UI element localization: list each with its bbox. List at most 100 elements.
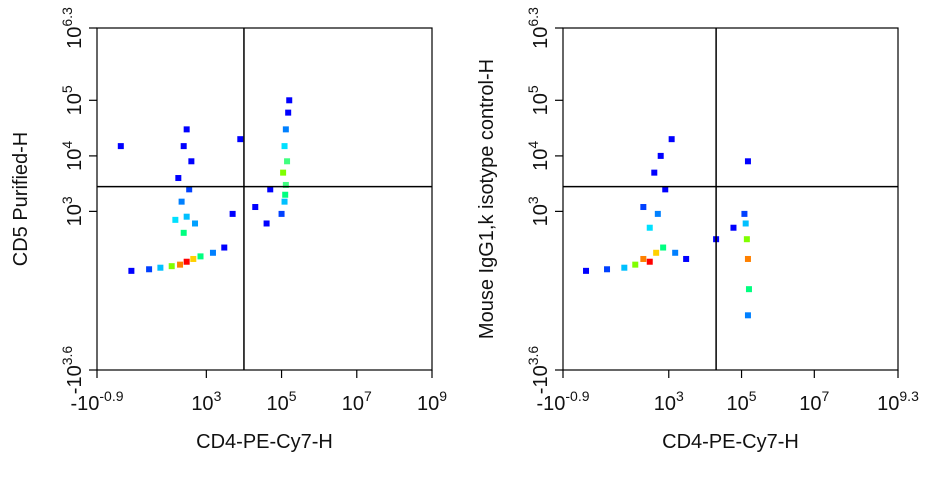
x-tick-label-exp: 9.3 <box>899 388 919 404</box>
x-tick-label-exp: 5 <box>289 388 297 404</box>
event-dot <box>186 186 193 193</box>
event-dot <box>583 267 590 274</box>
event-dot <box>744 158 751 165</box>
event-dot <box>252 204 259 211</box>
y-tick-label-exp: 5 <box>59 85 75 93</box>
event-dot <box>640 255 647 262</box>
x-tick-label-base: 10 <box>727 393 749 415</box>
event-dot <box>284 158 291 165</box>
event-dot <box>263 220 270 227</box>
x-tick-label-base: -10 <box>70 393 99 415</box>
x-tick-label-exp: -0.9 <box>565 388 589 404</box>
event-dot <box>180 143 187 150</box>
x-axis-title: CD4-PE-Cy7-H <box>662 431 799 453</box>
y-tick-label-base: 10 <box>64 27 86 49</box>
event-dot <box>646 258 653 265</box>
event-dot <box>651 169 658 176</box>
event-dot <box>743 236 750 243</box>
event-dot <box>744 255 751 262</box>
event-dot <box>221 244 228 251</box>
event-dot <box>672 249 679 256</box>
y-tick-label: 104 <box>59 141 86 171</box>
event-dot <box>632 261 639 268</box>
y-tick-label: -103.6 <box>59 346 86 395</box>
event-dot <box>604 266 611 273</box>
event-dot <box>157 264 164 271</box>
x-tick-label-base: 10 <box>342 393 364 415</box>
x-tick-label: 109.3 <box>877 388 919 415</box>
y-tick-label: 103 <box>525 196 552 226</box>
x-tick-label-base: -10 <box>536 393 565 415</box>
event-dot <box>683 255 690 262</box>
y-tick-label-base: -10 <box>530 365 552 394</box>
plot-frame <box>562 27 899 371</box>
x-axis-title: CD4-PE-Cy7-H <box>196 431 333 453</box>
event-dot <box>285 109 292 116</box>
x-tick-label-base: 10 <box>267 393 289 415</box>
y-tick-label: 105 <box>525 85 552 115</box>
event-dot <box>741 210 748 217</box>
event-dot <box>657 152 664 159</box>
y-tick-label: 104 <box>525 141 552 171</box>
y-tick-label-exp: 4 <box>59 141 75 149</box>
y-tick-label-exp: 3.6 <box>525 346 541 366</box>
y-tick-label: 105 <box>59 85 86 115</box>
y-tick-label-exp: 3.6 <box>59 346 75 366</box>
y-tick-label-exp: 6.3 <box>525 7 541 27</box>
x-tick-label: -10-0.9 <box>70 388 123 415</box>
x-tick-label-exp: 7 <box>364 388 372 404</box>
y-tick-label: 106.3 <box>525 7 552 49</box>
y-tick-label-base: 10 <box>64 149 86 171</box>
y-tick-label: 103 <box>59 196 86 226</box>
y-tick-label: -103.6 <box>525 346 552 395</box>
event-dot <box>730 224 737 231</box>
x-tick-label-exp: 9 <box>439 388 447 404</box>
y-tick-label-exp: 3 <box>525 196 541 204</box>
event-dot <box>237 136 244 143</box>
y-tick-label-exp: 5 <box>525 85 541 93</box>
event-dot <box>668 136 675 143</box>
y-tick-label-base: 10 <box>530 93 552 115</box>
event-dot <box>278 210 285 217</box>
event-dot <box>168 263 175 270</box>
x-tick-label: 105 <box>727 388 757 415</box>
y-axis-title: Mouse IgG1,k isotype control-H <box>476 59 498 339</box>
x-tick-label: 103 <box>191 388 221 415</box>
event-dot <box>192 220 199 227</box>
event-dot <box>745 286 752 293</box>
y-tick-label-base: -10 <box>64 365 86 394</box>
y-axis-title: CD5 Purified-H <box>10 132 32 266</box>
event-dot <box>621 264 628 271</box>
event-dot <box>183 258 190 265</box>
event-dot <box>172 216 179 223</box>
x-tick-label: 107 <box>799 388 829 415</box>
event-dot <box>128 267 135 274</box>
event-dot <box>660 244 667 251</box>
x-tick-label: 109 <box>417 388 447 415</box>
event-dot <box>229 210 236 217</box>
x-tick-label-base: 10 <box>799 393 821 415</box>
x-tick-label-exp: 3 <box>676 388 684 404</box>
x-tick-label-exp: -0.9 <box>99 388 123 404</box>
x-tick-label-base: 10 <box>654 393 676 415</box>
event-dot <box>183 126 190 133</box>
x-tick-label: 107 <box>342 388 372 415</box>
event-dot <box>286 97 293 104</box>
event-dot <box>146 266 153 273</box>
event-dot <box>654 210 661 217</box>
x-tick-label: -10-0.9 <box>536 388 589 415</box>
y-tick-label-base: 10 <box>530 204 552 226</box>
event-dot <box>742 220 749 227</box>
event-dot <box>117 143 124 150</box>
event-dot <box>744 312 751 319</box>
event-dot <box>188 158 195 165</box>
event-dot <box>646 224 653 231</box>
event-dot <box>197 253 204 260</box>
x-tick-label-exp: 5 <box>749 388 757 404</box>
event-dot <box>281 198 288 205</box>
event-dot <box>640 204 647 211</box>
y-tick-label-exp: 3 <box>59 196 75 204</box>
event-dot <box>282 191 289 198</box>
plot-frame <box>96 27 433 371</box>
